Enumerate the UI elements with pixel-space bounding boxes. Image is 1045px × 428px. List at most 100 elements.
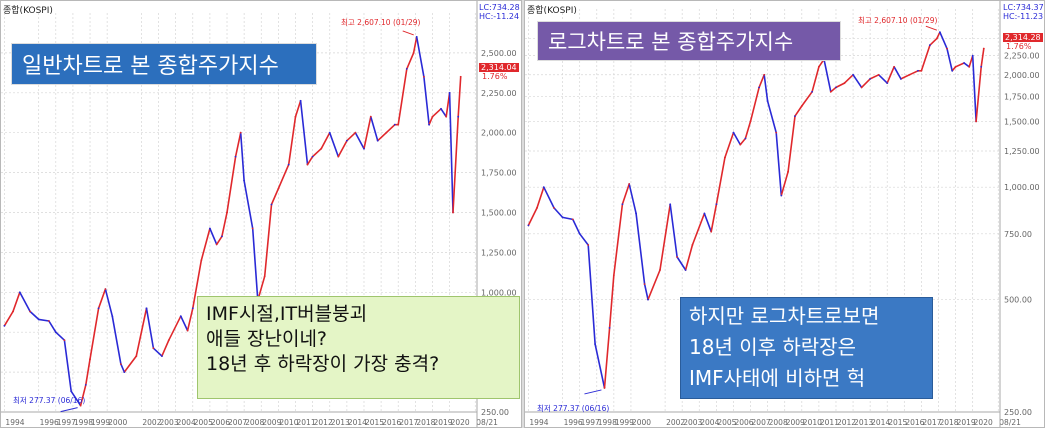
high-arrow [925,25,938,31]
price-segment-up [739,137,747,146]
price-point [732,131,735,134]
price-point [877,73,880,76]
price-point [457,115,460,118]
price-point [643,283,646,285]
price-segment-down [763,74,769,102]
price-point [239,131,242,134]
chart-title: 종합(KOSPI) [527,6,577,16]
price-segment-up [536,186,545,209]
price-point [951,69,954,72]
price-segment-up [886,66,895,84]
price-point [415,36,418,38]
price-segment-down [48,320,57,334]
price-point [920,69,923,72]
price-segment-down [29,310,40,321]
price-point [561,216,564,219]
price-point [954,65,957,68]
price-segment-up [431,108,442,118]
price-segment-down [111,315,122,365]
price-point [226,211,228,214]
x-tick-label: 2011 [820,418,839,427]
price-segment-down [939,31,948,50]
y-tick-label: 500.00 [1004,296,1032,305]
price-segment-down [578,233,590,246]
price-point [287,163,290,166]
x-tick-label: 2014 [871,418,890,427]
price-segment-up [780,170,789,197]
callout-line-2: 애들 장난이네? [206,328,328,350]
price-point [886,82,889,84]
hc-readout: HC:-11.23 [1003,12,1044,21]
price-segment-up [226,155,237,214]
price-segment-down [594,343,606,389]
price-point [452,211,454,214]
y-tick-label: 1,750.00 [1004,92,1040,101]
price-point [63,339,66,342]
price-point [578,232,581,235]
price-segment-up [397,68,408,126]
price-segment-down [963,62,971,68]
price-point [758,86,760,89]
x-tick-label: 2004 [177,418,196,427]
last-change-pct: 1.76% [482,72,508,81]
price-segment-up [691,212,706,246]
price-segment-down [354,131,365,150]
price-segment-up [920,44,931,72]
price-point [397,123,400,126]
price-point [647,298,649,301]
price-point [161,355,163,357]
price-segment-up [412,36,418,54]
price-segment-up [294,100,302,118]
price-segment-down [553,207,564,219]
price-point [37,318,40,321]
log-chart-caption: 로그차트로 본 종합주가지수 [537,21,841,61]
price-point [684,269,687,271]
price-segment-up [320,131,331,150]
log-chart-panel[interactable]: 2,500.002,250.002,000.001,750.001,500.00… [524,0,1045,428]
hc-readout: HC:-11.24 [479,12,520,21]
price-point [215,243,218,246]
price-point [608,327,611,329]
price-point [780,194,783,197]
x-tick-label: 2012 [837,418,856,427]
linear-chart-callout: IMF시절,IT버블붕괴 애들 장난이네? 18년 후 하락장이 가장 충격? [197,296,520,399]
price-point [200,259,203,262]
price-point [676,256,678,258]
price-point [763,73,766,76]
price-segment-down [120,363,126,373]
x-tick-label: 2006 [211,418,230,427]
x-tick-label: 2020 [974,418,993,427]
price-point [89,358,91,361]
x-tick-label: 2010 [279,418,298,427]
price-segment-up [363,115,372,150]
low-label: 최저 277.37 (06/16) [13,396,86,405]
x-tick-label: 2013 [331,418,350,427]
last-value-badge: 2,314.04 [479,63,519,72]
price-point [724,156,726,159]
price-segment-down [676,256,687,271]
y-tick-label: 750.00 [1004,230,1032,239]
price-point [48,320,50,322]
price-segment-up [860,78,871,89]
price-point [191,307,194,310]
price-segment-up [168,315,182,342]
price-point [968,65,971,68]
price-point [829,90,832,93]
x-tick-label: 2017 [922,418,941,427]
y-tick-label: 1,500.00 [1004,117,1040,126]
price-segment-up [221,211,228,238]
linear-chart-panel[interactable]: 2,500.00 2,250.00 2,000.00 1,750.00 1,500.00… [0,0,522,428]
y-tick-label: 2,000.00 [481,129,517,138]
callout-line-3: 18년 후 하락장이 가장 충격? [206,353,440,375]
y-tick-label: 250.00 [1004,408,1032,417]
price-point [234,155,237,158]
log-chart-svg[interactable]: 2,500.002,250.002,000.001,750.001,500.00… [525,1,1045,428]
price-segment-down [732,131,742,146]
y-tick-label: 1,000.00 [1004,183,1040,192]
price-point [251,227,254,230]
price-point [84,384,87,386]
price-segment-down [440,108,448,118]
price-point [929,44,931,47]
price-segment-down [703,212,712,233]
high-label: 최고 2,607.10 (01/29) [341,18,421,27]
